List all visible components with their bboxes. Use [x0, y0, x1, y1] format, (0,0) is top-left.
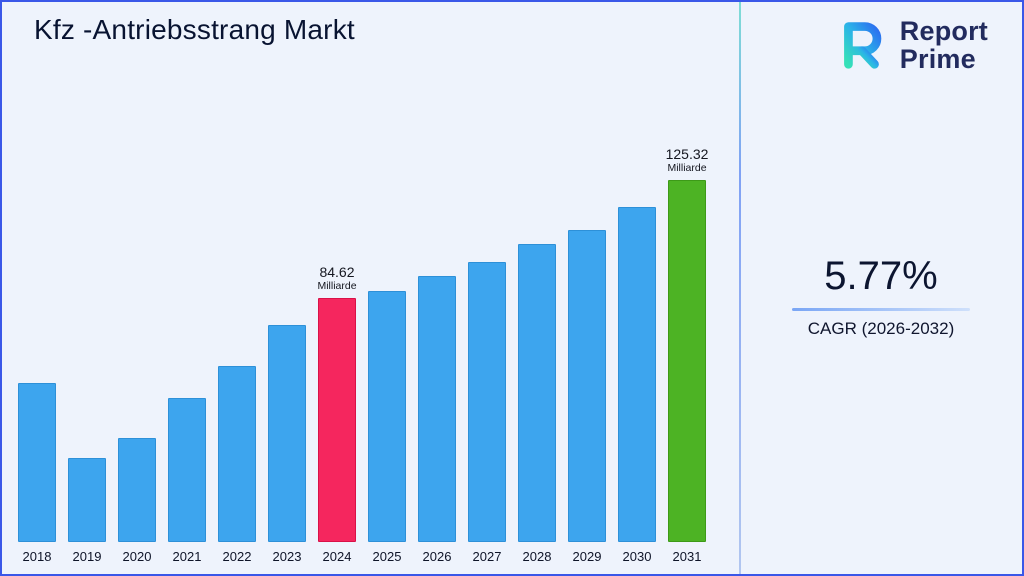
bar-column-2018: 2018	[18, 383, 56, 564]
bar-column-2026: 2026	[418, 276, 456, 564]
bar-2022	[218, 366, 256, 542]
vertical-divider	[739, 2, 741, 574]
x-axis-label-2027: 2027	[472, 549, 502, 564]
x-axis-label-2025: 2025	[372, 549, 402, 564]
cagr-value: 5.77%	[824, 254, 938, 298]
bar-column-2021: 2021	[168, 398, 206, 564]
bar-chart: 2018 2019 2020 2021 2022 2023 84.62 Milliarde 20…	[18, 146, 724, 564]
bar-column-2024: 84.62 Milliarde 2024	[317, 264, 356, 564]
x-axis-label-2018: 2018	[22, 549, 52, 564]
x-axis-label-2024: 2024	[322, 549, 352, 564]
bar-annotation-2031: 125.32 Milliarde	[666, 146, 709, 174]
bar-column-2019: 2019	[68, 458, 106, 564]
annotation-value: 84.62	[319, 264, 355, 280]
bar-column-2030: 2030	[618, 207, 656, 564]
x-axis-label-2019: 2019	[72, 549, 102, 564]
x-axis-label-2021: 2021	[172, 549, 202, 564]
bar-2029	[568, 230, 606, 542]
x-axis-label-2029: 2029	[572, 549, 602, 564]
x-axis-label-2023: 2023	[272, 549, 302, 564]
cagr-label: CAGR (2026-2032)	[807, 319, 955, 338]
x-axis-label-2030: 2030	[622, 549, 652, 564]
x-axis-label-2028: 2028	[522, 549, 552, 564]
bar-column-2029: 2029	[568, 230, 606, 564]
annotation-unit: Milliarde	[317, 280, 357, 292]
bar-2028	[518, 244, 556, 542]
bar-column-2023: 2023	[268, 325, 306, 564]
cagr-panel: 5.77% CAGR (2026-2032)	[786, 254, 976, 339]
bar-2027	[468, 262, 506, 542]
bar-column-2027: 2027	[468, 262, 506, 564]
bar-2018	[18, 383, 56, 542]
bar-2025	[368, 291, 406, 542]
cagr-underline	[792, 308, 970, 311]
bar-2026	[418, 276, 456, 542]
annotation-value: 125.32	[665, 146, 709, 162]
bar-2023	[268, 325, 306, 542]
report-prime-logo: Report Prime	[832, 14, 988, 77]
x-axis-label-2022: 2022	[222, 549, 252, 564]
bar-column-2022: 2022	[218, 366, 256, 564]
page-title: Kfz -Antriebsstrang Markt	[34, 14, 355, 45]
x-axis-label-2020: 2020	[122, 549, 152, 564]
report-prime-logo-icon	[832, 14, 890, 77]
bar-2031	[668, 180, 706, 542]
bar-annotation-2024: 84.62 Milliarde	[317, 264, 356, 292]
bar-column-2031: 125.32 Milliarde 2031	[666, 146, 709, 564]
bar-column-2028: 2028	[518, 244, 556, 564]
logo-word-report: Report	[899, 15, 988, 46]
bar-2024	[318, 298, 356, 542]
bar-2030	[618, 207, 656, 542]
bar-column-2020: 2020	[118, 438, 156, 564]
report-prime-logo-text: Report Prime	[899, 15, 988, 74]
x-axis-label-2026: 2026	[422, 549, 452, 564]
annotation-unit: Milliarde	[667, 162, 707, 174]
x-axis-label-2031: 2031	[672, 549, 702, 564]
bar-2019	[68, 458, 106, 542]
bar-column-2025: 2025	[368, 291, 406, 564]
logo-word-prime: Prime	[899, 43, 976, 74]
bar-2021	[168, 398, 206, 542]
bar-2020	[118, 438, 156, 542]
